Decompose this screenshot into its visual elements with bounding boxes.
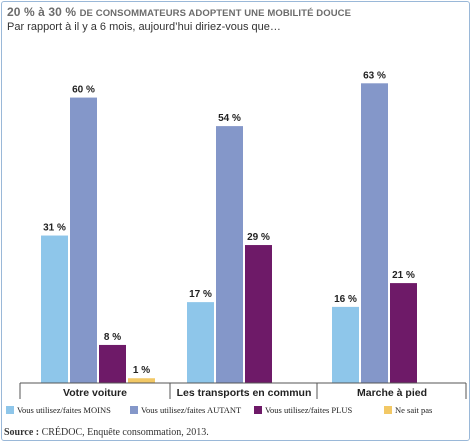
source-label: Source : [4,427,40,438]
bar-3-2 [245,245,272,383]
value-label-2-1: 60 % [72,85,95,96]
category-label-2: Les transports en commun [177,387,312,399]
source-text: CRÉDOC, Enquête consommation, 2013. [39,427,209,438]
value-label-2-2: 54 % [218,113,241,124]
value-label-1-1: 31 % [43,223,66,234]
legend-swatch-4 [384,406,392,414]
legend-label-4: Ne sait pas [395,405,433,415]
legend-item-4: Ne sait pas [384,405,432,415]
value-label-1-2: 17 % [189,289,212,300]
legend-label-3: Vous utilisez/faites PLUS [265,405,353,415]
bar-1-2 [187,302,214,383]
legend-swatch-1 [6,406,14,414]
title-lead: 20 % à 30 % [7,5,77,19]
chart-title: 20 % à 30 % DE CONSOMMATEURS ADOPTENT UN… [7,5,467,19]
bar-3-3 [390,283,417,383]
bar-3-1 [99,344,126,383]
legend-item-1: Vous utilisez/faites MOINS [6,405,111,415]
bar-4-1 [128,378,155,383]
value-label-1-3: 16 % [334,294,357,305]
value-label-3-2: 29 % [247,232,270,243]
bar-2-1 [70,97,97,384]
chart-legend: Vous utilisez/faites MOINS Vous utilisez/… [4,405,468,419]
value-label-2-3: 63 % [363,70,386,81]
title-rest: DE CONSOMMATEURS ADOPTENT UNE MOBILITÉ D… [79,8,352,19]
legend-swatch-3 [254,406,262,414]
legend-label-2: Vous utilisez/faites AUTANT [141,405,242,415]
legend-item-2: Vous utilisez/faites AUTANT [130,405,241,415]
category-label-1: Votre voiture [63,387,127,399]
category-label-3: Marche à pied [357,387,427,399]
chart-subtitle: Par rapport à il y a 6 mois, aujourd’hui… [7,21,281,33]
bar-2-2 [216,126,243,383]
bar-1-3 [332,306,359,383]
source-note: Source : CRÉDOC, Enquête consommation, 2… [4,427,209,438]
legend-item-3: Vous utilisez/faites PLUS [254,405,352,415]
bar-2-3 [361,83,388,384]
value-label-4-1: 1 % [133,365,150,376]
legend-swatch-2 [130,406,138,414]
value-label-3-3: 21 % [392,270,415,281]
bar-1-1 [41,235,68,383]
value-label-3-1: 8 % [104,332,121,343]
legend-label-1: Vous utilisez/faites MOINS [17,405,111,415]
